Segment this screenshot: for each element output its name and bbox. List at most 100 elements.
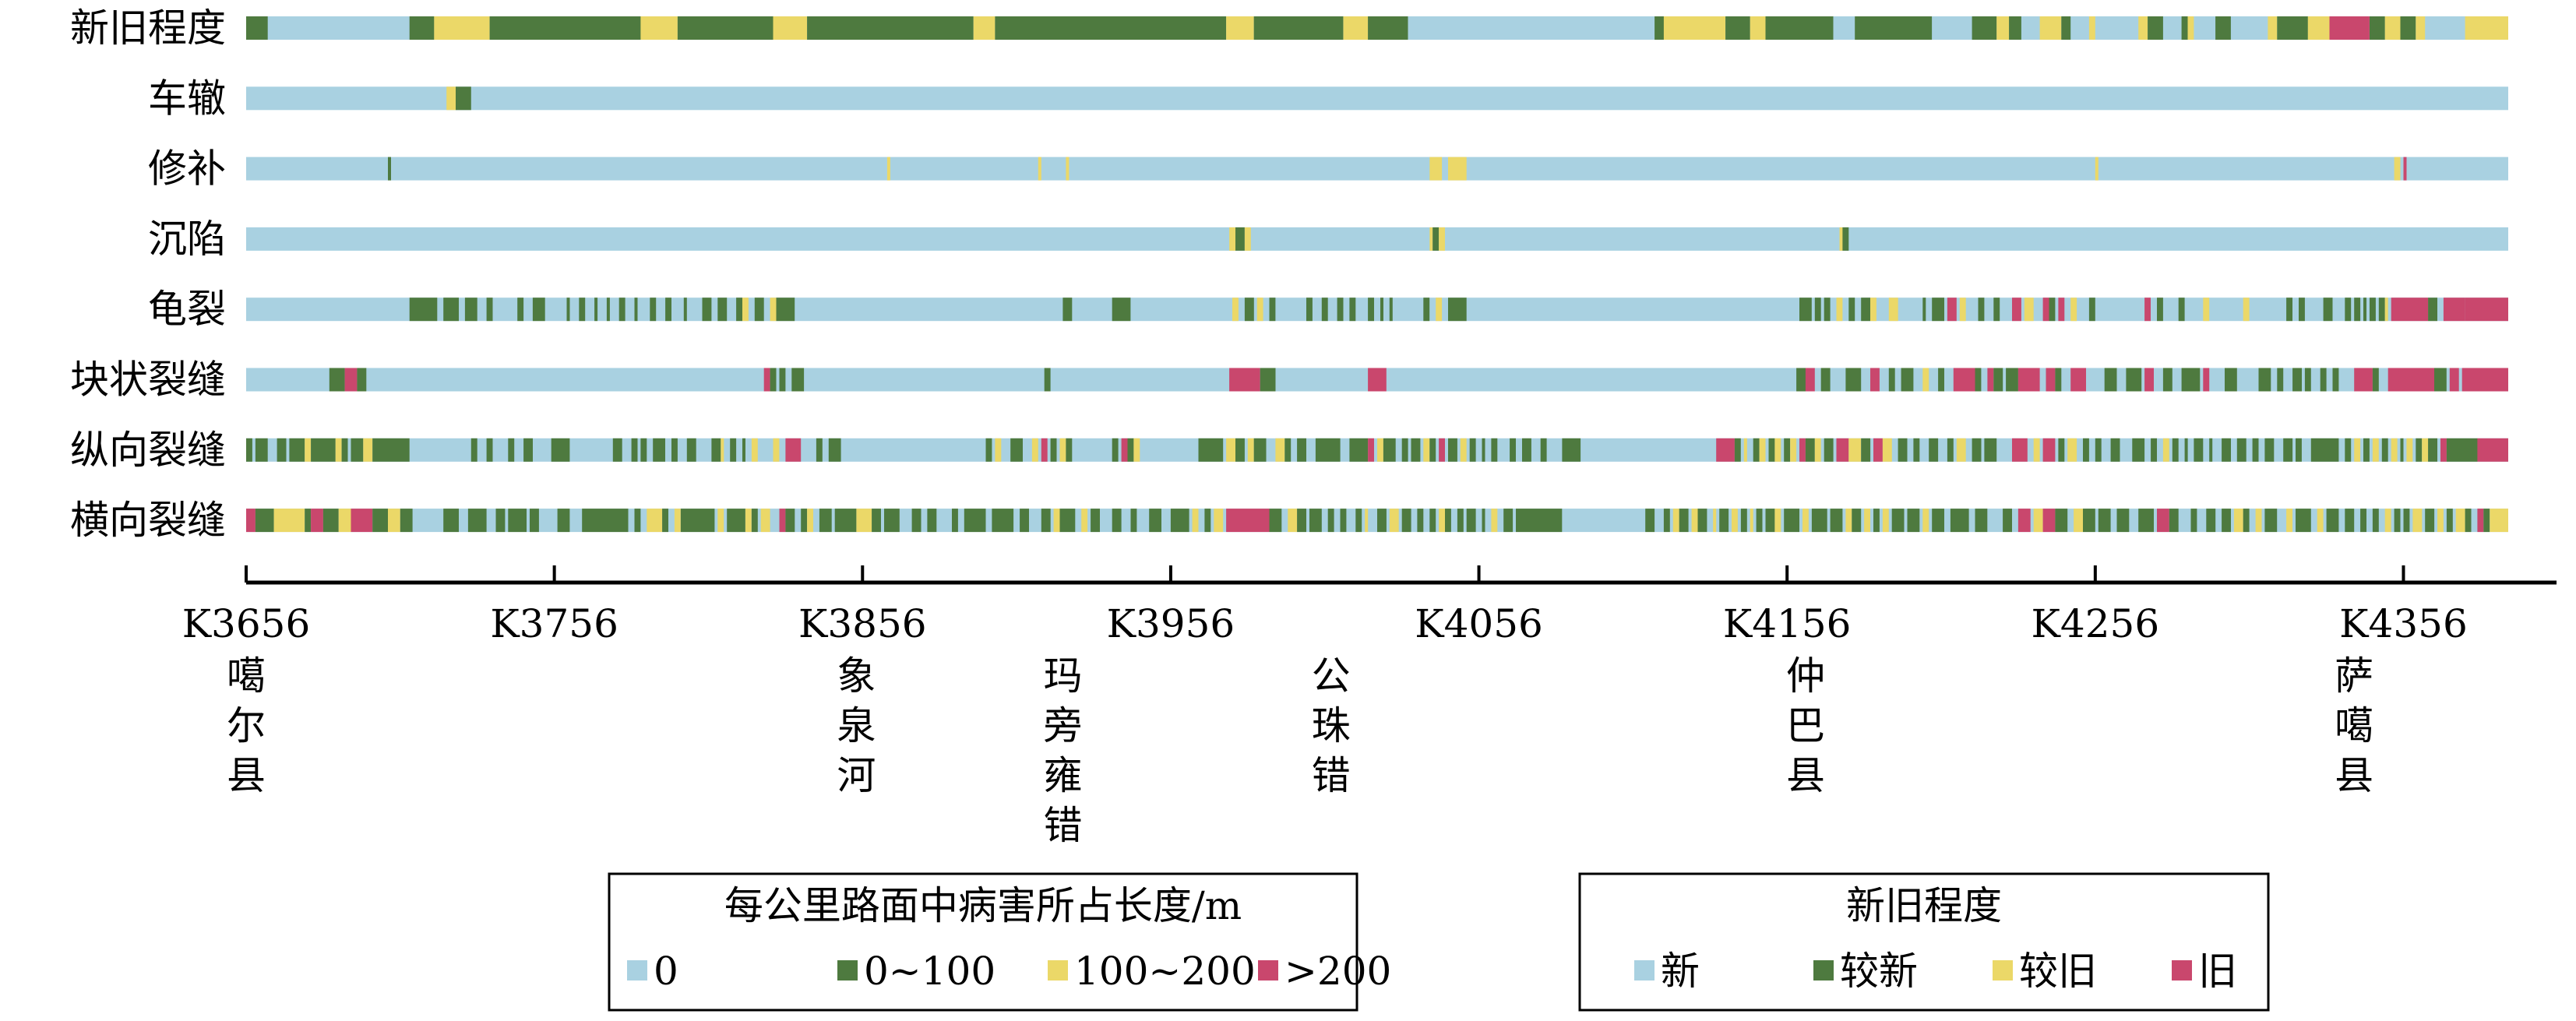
bar-segment — [409, 297, 438, 322]
legend-age-title: 新旧程度 — [1846, 883, 2002, 928]
bar-segment — [1321, 297, 1328, 322]
bar-segment — [773, 16, 807, 40]
bar-segment — [1229, 368, 1260, 392]
bar-segment — [344, 368, 358, 392]
bar-segment — [579, 297, 586, 322]
bar-track — [246, 86, 2508, 111]
bar-segment — [2088, 16, 2095, 40]
bar-segment — [1799, 438, 1806, 462]
legend-label: 旧 — [2198, 949, 2237, 994]
bar-segment — [1466, 509, 1476, 533]
bar-segment — [246, 438, 252, 462]
bar-segment — [1010, 438, 1023, 462]
bar-segment — [717, 509, 724, 533]
row-label: 车辙 — [148, 76, 226, 121]
bar-segment — [952, 509, 958, 533]
bar-segment — [1284, 438, 1292, 462]
bar-segment — [1081, 509, 1088, 533]
legend-damage: 每公里路面中病害所占长度/m 0 0~100 100~200 >200 — [608, 872, 1391, 1012]
bar-segment — [1540, 438, 1547, 462]
bar-segment — [2434, 368, 2447, 392]
bar-segment — [1377, 509, 1387, 533]
bar-segment — [1805, 368, 1815, 392]
bar-segment — [834, 509, 857, 533]
bar-segment — [2428, 438, 2437, 462]
bar-segment — [1149, 509, 1161, 533]
bar-segment — [1996, 16, 2009, 40]
bar-segment — [1050, 438, 1057, 462]
bar-segment — [2151, 438, 2157, 462]
bar-segment — [807, 16, 974, 40]
bar-segment — [2443, 297, 2465, 322]
bar-segment — [2209, 438, 2213, 462]
bar-segment — [2006, 368, 2018, 392]
legend-swatch — [2172, 960, 2192, 981]
bar-segment — [2465, 16, 2508, 40]
bar-segment — [2304, 368, 2311, 392]
bar-segment — [2033, 438, 2040, 462]
bar-segment — [2345, 509, 2355, 533]
x-tick-label: K3956 — [1107, 601, 1235, 646]
row-label: 块状裂缝 — [70, 357, 226, 403]
bar-segment — [1503, 509, 1514, 533]
bar-segment — [1784, 509, 1799, 533]
bar-segment — [1907, 509, 1920, 533]
bar-segment — [2215, 16, 2231, 40]
bar-segment — [1734, 438, 1741, 462]
bar-segment — [1429, 157, 1443, 181]
bar-segment — [530, 509, 539, 533]
bar-segment — [1432, 227, 1440, 251]
row-label: 修补 — [148, 146, 226, 192]
bar-segment — [2372, 509, 2379, 533]
bar-segment — [1947, 438, 1954, 462]
bar-segment — [618, 297, 625, 322]
bar-segment — [1031, 438, 1038, 462]
bar-segment — [1226, 438, 1235, 462]
bar-segment — [1888, 297, 1898, 322]
place-label: 玛旁雍错 — [1043, 653, 1082, 848]
bar-segment — [1719, 509, 1729, 533]
bar-segment — [1852, 509, 1862, 533]
bar-segment — [1491, 438, 1498, 462]
bar-segment — [1870, 368, 1880, 392]
bar-segment — [341, 438, 348, 462]
bar-segment — [2310, 438, 2339, 462]
bar-segment — [2296, 509, 2311, 533]
bar-segment — [1697, 509, 1707, 533]
bar-segment — [1743, 438, 1747, 462]
bar-segment — [2225, 368, 2237, 392]
bar-segment — [686, 438, 696, 462]
bar-segment — [1112, 438, 1119, 462]
bar-segment — [1750, 16, 1766, 40]
bar-segment — [2098, 509, 2111, 533]
bar-segment — [1053, 509, 1060, 533]
bar-segment — [727, 509, 745, 533]
bar-segment — [1112, 509, 1122, 533]
bar-segment — [1932, 509, 1944, 533]
legend-damage-items: 0 0~100 100~200 >200 — [627, 949, 1391, 994]
bar-segment — [1516, 509, 1563, 533]
bar-segment — [1044, 368, 1051, 392]
bar-segment — [1389, 509, 1399, 533]
bar-segment — [1993, 297, 2000, 322]
bar-segment — [1411, 438, 1421, 462]
bar-segment — [1765, 509, 1775, 533]
bar-segment — [1355, 509, 1362, 533]
bar-segment — [2394, 157, 2401, 181]
bar-segment — [467, 509, 487, 533]
place-label: 象泉河 — [837, 653, 876, 798]
bar-segment — [1377, 438, 1383, 462]
bar-segment — [2042, 509, 2056, 533]
bar-segment — [1691, 509, 1698, 533]
bar-segment — [1038, 157, 1041, 181]
bar-track — [246, 297, 2508, 322]
bar-segment — [2465, 297, 2508, 322]
bar-segment — [1235, 227, 1245, 251]
bar-segment — [1938, 368, 1944, 392]
bar-segment — [640, 16, 678, 40]
bar-segment — [464, 297, 477, 322]
x-axis-ticks: K3656 K3756 K3856 K3956 K4056 K4156 K4256 K4356 — [182, 565, 2468, 646]
bar-segment — [1309, 509, 1322, 533]
bar-segment — [1423, 297, 1430, 322]
bar-segment — [1663, 16, 1725, 40]
